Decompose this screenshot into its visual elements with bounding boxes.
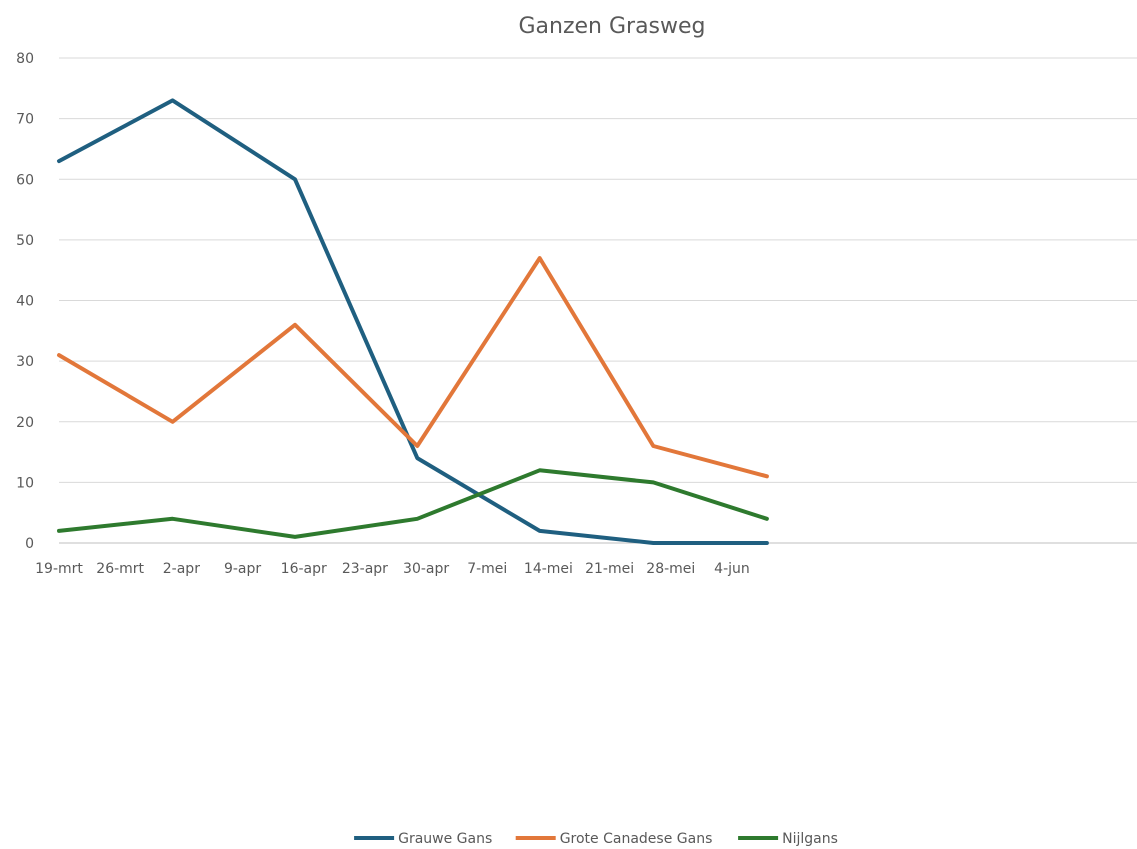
x-tick-label: 9-apr [224,561,261,577]
x-tick-label: 14-mei [524,561,573,577]
chart-title: Ganzen Grasweg [518,14,705,39]
legend-label: Nijlgans [782,831,838,847]
x-tick-label: 4-jun [714,561,750,577]
x-axis-tick-labels: 19-mrt 26-mrt 2-apr 9-apr 16-apr 23-apr 30-apr… [35,561,750,577]
series-line [57,256,769,479]
legend-item: Grauwe Gans [354,831,492,847]
legend-item: Grote Canadese Gans [515,831,713,847]
x-tick-label: 26-mrt [96,561,144,577]
y-tick-label: 10 [16,475,34,491]
y-tick-label: 50 [16,233,34,249]
y-axis-tick-labels: 0 10 20 30 40 50 60 70 80 [16,51,34,552]
x-tick-label: 7-mei [467,561,507,577]
gridlines [59,57,1137,544]
y-tick-label: 0 [25,536,34,552]
y-tick-label: 30 [16,354,34,370]
series-lines [57,98,769,545]
legend-item: Nijlgans [738,831,838,847]
legend: Grauwe Gans Grote Canadese Gans Nijlgans [354,831,838,847]
y-tick-label: 70 [16,112,34,128]
x-tick-label: 16-apr [281,561,327,577]
y-tick-label: 40 [16,294,34,310]
legend-label: Grote Canadese Gans [560,831,713,847]
series-line [57,98,769,545]
x-tick-label: 23-apr [342,561,388,577]
x-tick-label: 21-mei [585,561,634,577]
x-tick-label: 19-mrt [35,561,83,577]
x-tick-label: 30-apr [403,561,449,577]
y-tick-label: 20 [16,415,34,431]
x-tick-label: 2-apr [163,561,200,577]
y-tick-label: 60 [16,172,34,188]
y-tick-label: 80 [16,51,34,67]
series-line [57,468,769,539]
legend-label: Grauwe Gans [398,831,492,847]
x-tick-label: 28-mei [646,561,695,577]
